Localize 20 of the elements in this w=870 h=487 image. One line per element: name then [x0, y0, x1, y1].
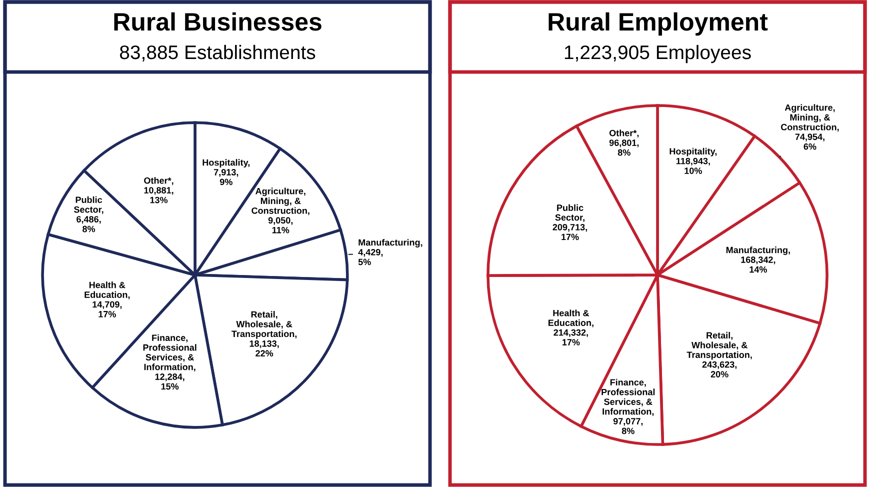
slice-label: Retail, Wholesale, & Transportation, 18,133, 22% [232, 310, 297, 356]
slice-label: Finance, Professional Services, & Information, 12,284, 15% [143, 334, 196, 390]
slice-label: Agriculture, Mining, & Construction, 9,050, 11% [252, 188, 310, 234]
slice-label: Hospitality, 118,943, 10% [670, 148, 717, 174]
slice-label: Public Sector, 6,486, 8% [74, 196, 104, 232]
slice-label: Health & Education, 214,332, 17% [548, 310, 594, 346]
slice-label: Agriculture, Mining, & Construction, 74,954, 6% [781, 104, 839, 150]
slice-label: Finance, Professional Services, & Information, 97,077, 8% [602, 378, 655, 434]
chart-title: Rural Businesses [114, 12, 322, 31]
slice-label: Other*, 10,881, 13% [144, 177, 174, 204]
chart-subtitle: 1,223,905 Employees [564, 44, 751, 64]
chart-title: Rural Employment [548, 12, 768, 36]
slice-label: Manufacturing, 4,429, 5% [358, 239, 422, 266]
slice-label: Health & Education, 14,709, 17% [84, 282, 130, 318]
slice-label: Retail, Wholesale, & Transportation, 243,623, 20% [686, 332, 752, 378]
slice-label: Other*, 96,801, 8% [609, 130, 639, 156]
slice-label: Manufacturing, 168,342, 14% [726, 246, 790, 273]
chart-subtitle: 83,885 Establishments [120, 44, 316, 62]
slice-label: Public Sector, 209,713, 17% [552, 204, 587, 240]
slice-label: Hospitality, 7,913, 9% [202, 159, 250, 186]
